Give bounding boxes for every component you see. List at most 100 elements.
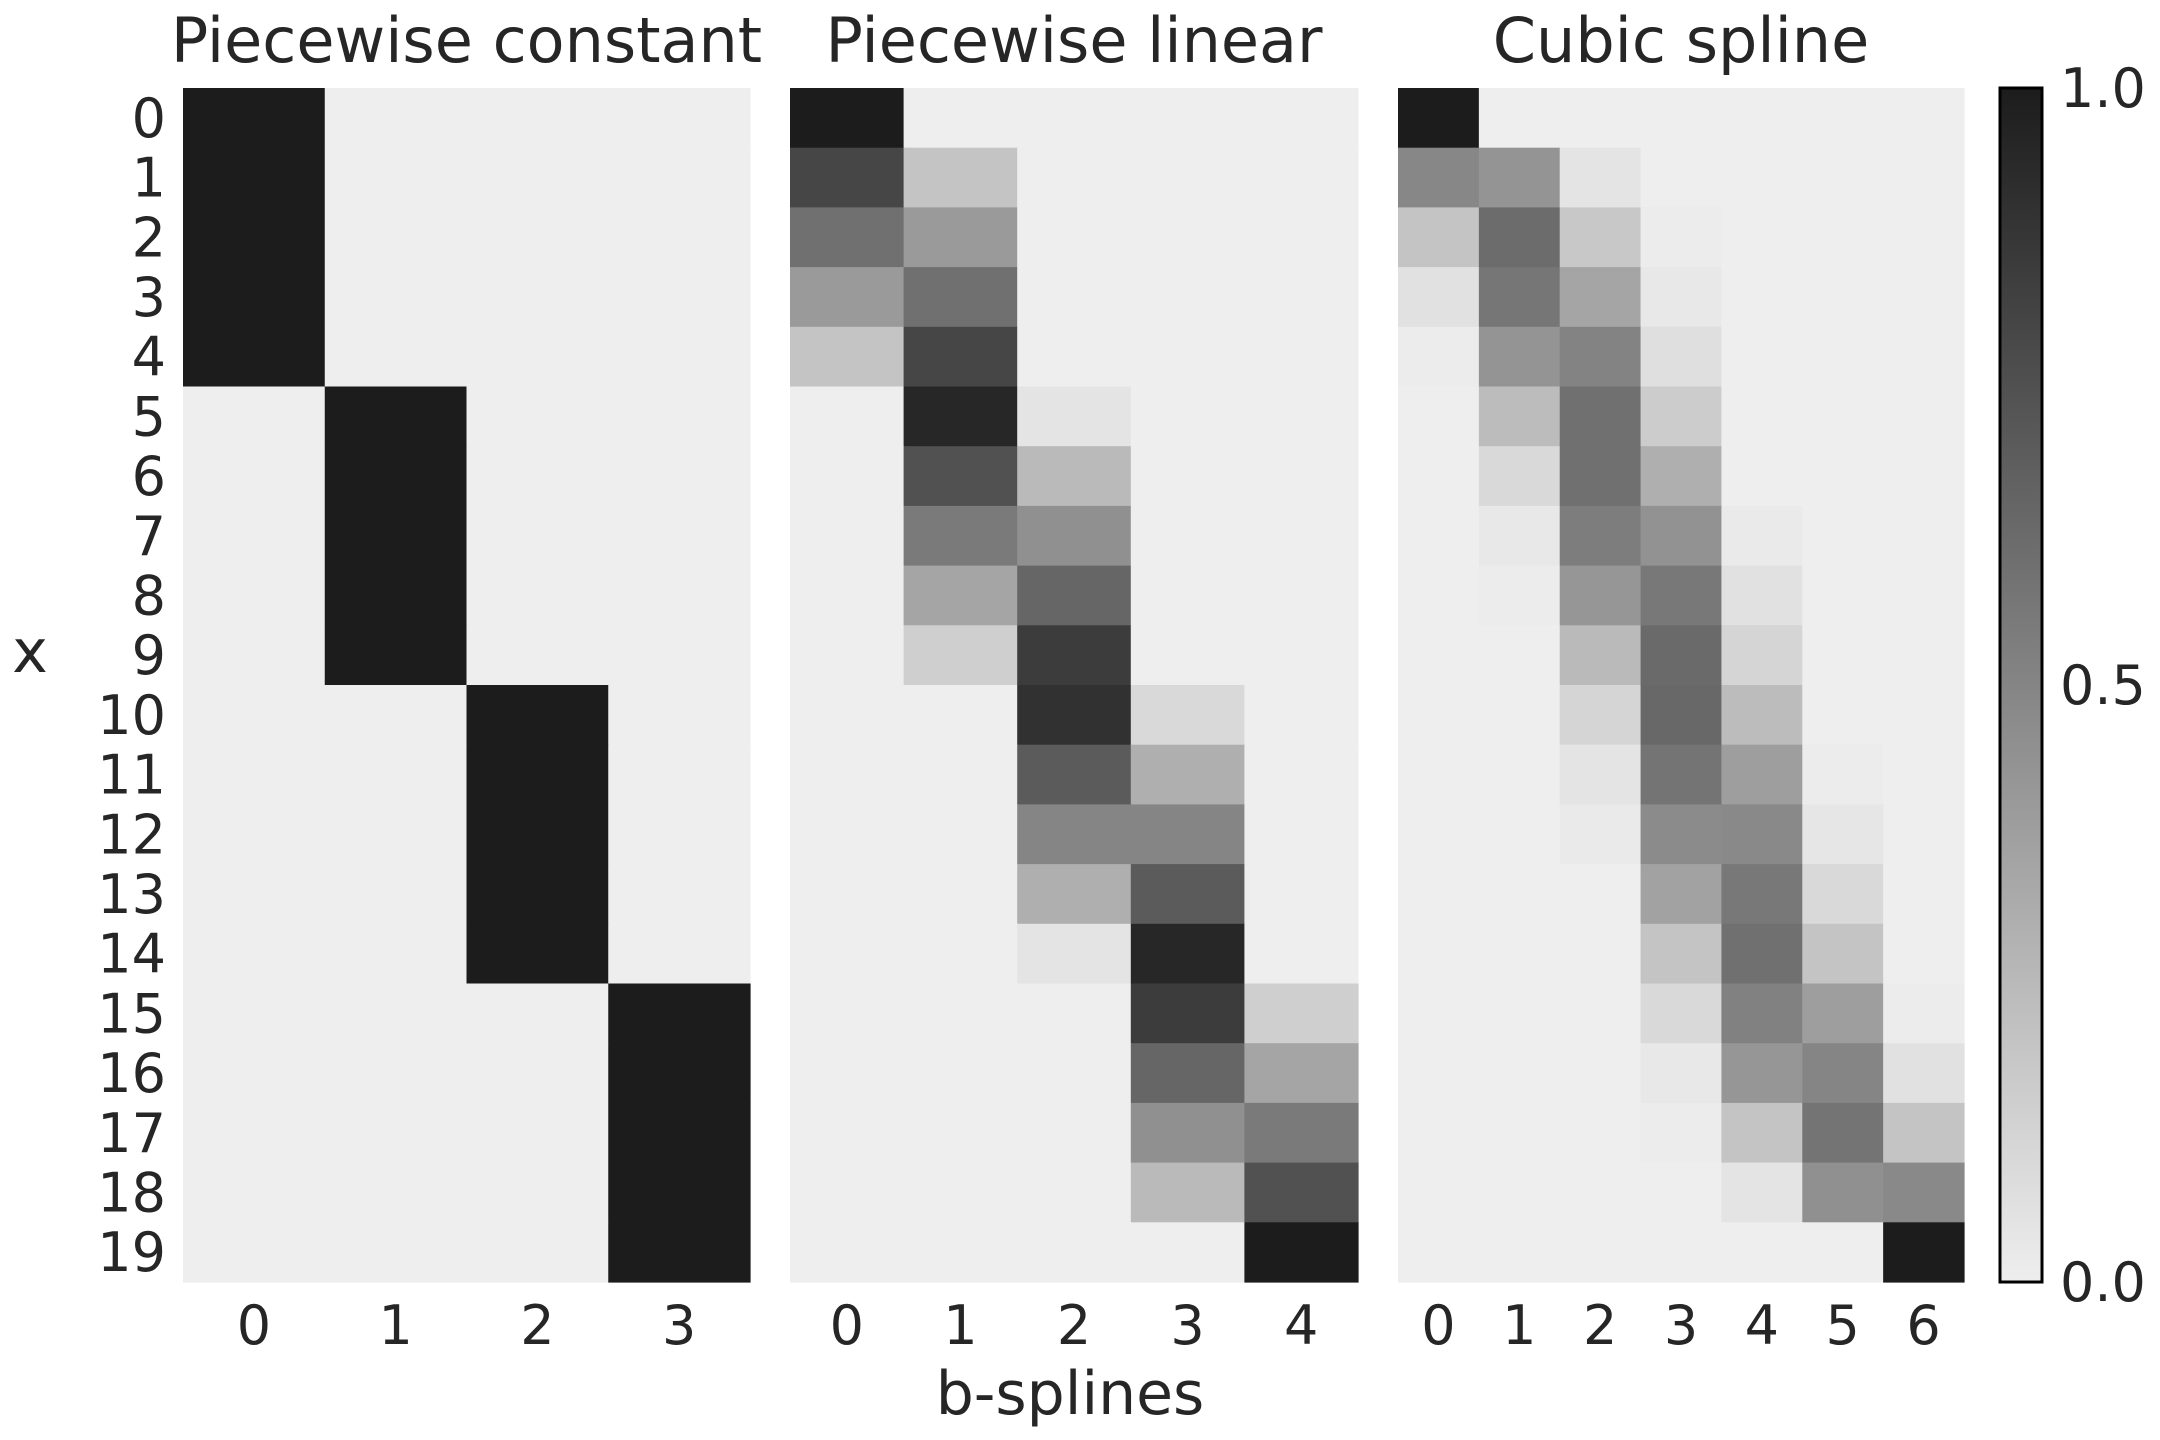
y-tick-label: 17	[97, 1102, 166, 1165]
heatmap-cell	[324, 207, 468, 268]
heatmap-cell	[790, 565, 905, 626]
heatmap-cell	[1017, 326, 1132, 388]
heatmap-cell	[790, 386, 905, 447]
heatmap-cell	[1130, 267, 1245, 328]
heatmap-cell	[1883, 923, 1965, 985]
heatmap-cell	[903, 744, 1018, 805]
heatmap-cell	[1478, 625, 1561, 686]
heatmap-cell	[1883, 1222, 1965, 1283]
heatmap-cell	[1017, 1162, 1132, 1223]
heatmap-cell	[1130, 804, 1245, 865]
heatmap-cell	[1802, 88, 1884, 149]
y-tick-label: 19	[97, 1221, 166, 1284]
heatmap-cell	[1721, 625, 1803, 686]
heatmap-cell	[1398, 983, 1480, 1044]
heatmap-cell	[1130, 147, 1245, 208]
heatmap-cell	[1244, 505, 1359, 567]
heatmap-cell	[1398, 864, 1480, 925]
heatmap-cell	[1721, 386, 1803, 447]
heatmap-cell	[183, 446, 326, 507]
colorbar-tick-label: 0.0	[2060, 1251, 2146, 1314]
heatmap-cell	[1721, 1222, 1803, 1283]
heatmap-cell	[1802, 207, 1884, 268]
heatmap-cell	[608, 983, 751, 1044]
x-axis-label: b-splines	[936, 1359, 1205, 1429]
heatmap-cell	[1244, 983, 1359, 1044]
heatmap-cell	[1478, 88, 1561, 149]
heatmap-cell	[183, 1043, 326, 1104]
heatmap-cell	[1398, 386, 1480, 447]
heatmap-cell	[183, 207, 326, 268]
heatmap-cell	[1478, 983, 1561, 1044]
heatmap-cell	[1559, 386, 1642, 447]
heatmap-cell	[1244, 386, 1359, 447]
heatmap-cell	[1130, 207, 1245, 268]
heatmap-cell	[466, 565, 609, 626]
y-tick-label: 11	[97, 744, 166, 807]
heatmap-cell	[1883, 207, 1965, 268]
heatmap-cell	[1017, 207, 1132, 268]
heatmap-cell	[608, 1102, 751, 1164]
heatmap-cell	[1017, 88, 1132, 149]
heatmap-cell	[790, 685, 905, 746]
heatmap-cell	[1398, 88, 1480, 149]
heatmap-cell	[1244, 1102, 1359, 1164]
heatmap-cell	[1130, 1102, 1245, 1164]
heatmap-cell	[1244, 744, 1359, 805]
heatmap-cell	[1883, 88, 1965, 149]
heatmap-cell	[1640, 983, 1723, 1044]
heatmap-cell	[1478, 505, 1561, 567]
heatmap-cell	[608, 386, 751, 447]
heatmap-cell	[608, 625, 751, 686]
heatmap-cell	[790, 207, 905, 268]
heatmap-cell	[608, 565, 751, 626]
heatmap-cell	[466, 625, 609, 686]
x-tick-label: 5	[1826, 1294, 1860, 1357]
heatmap-cell	[903, 88, 1018, 149]
heatmap-cell	[1559, 1043, 1642, 1104]
heatmap-cell	[466, 744, 609, 805]
panel-title: Piecewise linear	[825, 4, 1323, 77]
heatmap-cell	[1883, 446, 1965, 507]
heatmap-cell	[1017, 1102, 1132, 1164]
heatmap-cell	[324, 147, 468, 208]
heatmap-cell	[608, 744, 751, 805]
x-tick-label: 1	[943, 1294, 977, 1357]
x-tick-label: 3	[1664, 1294, 1698, 1357]
heatmap-cell	[1244, 923, 1359, 985]
heatmap-cell	[1721, 1043, 1803, 1104]
heatmap-cell	[1802, 267, 1884, 328]
heatmap-cell	[608, 804, 751, 865]
heatmap-cell	[324, 565, 468, 626]
heatmap-cell	[608, 326, 751, 388]
heatmap-cell	[1478, 923, 1561, 985]
heatmap-cell	[1721, 88, 1803, 149]
heatmap-cell	[1130, 446, 1245, 507]
heatmap-cell	[608, 88, 751, 149]
heatmap-cell	[608, 505, 751, 567]
heatmap-cell	[1883, 1102, 1965, 1164]
heatmap-cell	[183, 864, 326, 925]
heatmap-cell	[466, 326, 609, 388]
heatmap-cell	[903, 804, 1018, 865]
heatmap-cell	[1640, 386, 1723, 447]
colorbar-tick-label: 0.5	[2060, 654, 2146, 717]
heatmap-cell	[324, 864, 468, 925]
heatmap-cell	[903, 326, 1018, 388]
heatmap-cell	[1640, 505, 1723, 567]
heatmap-cell	[1640, 88, 1723, 149]
heatmap-cell	[1398, 565, 1480, 626]
heatmap-cell	[324, 505, 468, 567]
heatmap-cell	[903, 147, 1018, 208]
heatmap-cell	[1721, 864, 1803, 925]
heatmap-cell	[466, 505, 609, 567]
heatmap-cell	[1017, 804, 1132, 865]
heatmap-cell	[1721, 326, 1803, 388]
heatmap-cell	[1017, 267, 1132, 328]
x-tick-label: 3	[662, 1294, 696, 1357]
heatmap-cell	[466, 147, 609, 208]
heatmap-cell	[1640, 923, 1723, 985]
heatmap-cell	[1398, 685, 1480, 746]
heatmap-cell	[1478, 1162, 1561, 1223]
heatmap-cell	[1130, 565, 1245, 626]
